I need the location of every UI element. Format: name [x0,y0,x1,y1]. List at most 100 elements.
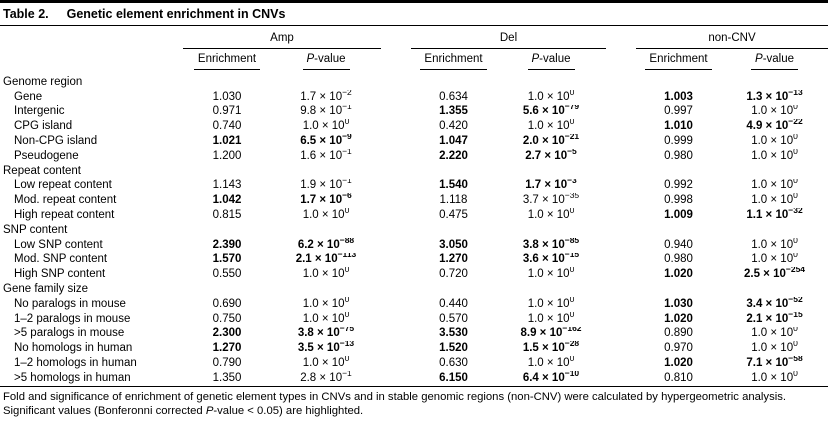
column-spacer [606,134,636,149]
enrichment-value: 0.980 [664,149,693,162]
column-group-amp: Amp [183,26,381,49]
section-header-row: Repeat content [0,164,828,179]
column-spacer [381,26,411,49]
p-value: 3.6 × 10−15 [522,252,580,266]
enrichment-value: 1.030 [212,90,242,103]
p-value: 1.3 × 10−13 [746,89,803,103]
row-label: Non-CPG island [14,135,98,148]
subheader-del-pvalue: P-value [496,49,606,70]
table-row: No paralogs in mouse 0.690 1.0 × 100 0.440 1… [0,297,828,312]
table-row: Gene 1.030 1.7 × 10−2 0.634 1.0 × 100 1.003 1.… [0,90,828,105]
row-label: CPG island [14,120,73,133]
enrichment-value: 1.350 [212,371,242,384]
p-value: 1.0 × 100 [527,311,575,325]
enrichment-value: 0.940 [664,238,693,251]
column-spacer [606,208,636,223]
subheader-del-enrichment: Enrichment [411,49,496,70]
enrichment-value: 0.810 [664,371,693,384]
column-spacer [606,105,636,120]
enrichment-value: 1.520 [439,342,468,355]
column-spacer [606,238,636,253]
p-value: 3.8 × 10−85 [522,237,580,251]
p-value: 2.8 × 10−1 [300,370,352,384]
table-caption-title: Genetic element enrichment in CNVs [66,7,286,21]
p-value: 1.0 × 100 [527,296,575,310]
table-row: Mod. SNP content 1.570 2.1 × 10−113 1.270 3.… [0,253,828,268]
table-row: Non-CPG island 1.021 6.5 × 10−9 1.047 2.0 × … [0,134,828,149]
footnote-p-italic: P [205,404,214,417]
row-label: >5 paralogs in mouse [14,327,125,340]
subheader-row: Enrichment P-value Enrichment P-value En… [0,49,828,71]
footnote-text-2: -value < 0.05) are highlighted. [213,404,364,417]
section-header-row: Gene family size [0,282,828,297]
table-row: Low SNP content 2.390 6.2 × 10−88 3.050 3.8 … [0,238,828,253]
enrichment-value: 1.270 [212,342,242,355]
enrichment-value: 0.890 [664,327,693,340]
column-spacer [606,90,636,105]
enrichment-value: 0.570 [439,312,468,325]
p-value: 1.5 × 10−28 [522,341,580,355]
p-value: 1.0 × 100 [527,267,575,281]
row-label: Low SNP content [14,238,103,251]
p-value: 1.0 × 100 [751,148,798,162]
p-value: 1.0 × 100 [527,119,575,133]
column-spacer [606,149,636,164]
footnote-text-1: Fold and significance of enrichment of g… [3,390,787,417]
enrichment-value: 1.143 [212,179,242,192]
column-spacer [606,267,636,282]
enrichment-value: 2.220 [439,149,468,162]
column-spacer [381,149,411,164]
column-spacer [381,312,411,327]
p-value: 4.9 × 10−22 [746,119,803,133]
p-value: 9.8 × 10−1 [300,104,352,118]
section-label: SNP content [3,223,68,236]
p-value: 3.8 × 10−75 [297,326,355,340]
enrichment-value: 1.570 [212,253,242,266]
table-row: High SNP content 0.550 1.0 × 100 0.720 1.0 ×… [0,267,828,282]
p-value: 1.0 × 100 [302,356,350,370]
column-spacer [606,327,636,342]
p-value: 1.9 × 10−1 [300,178,352,192]
table-caption: Table 2. Genetic element enrichment in CN… [0,0,828,26]
enrichment-value: 0.440 [439,297,468,310]
table-row: CPG island 0.740 1.0 × 100 0.420 1.0 × 100 1.… [0,119,828,134]
p-value: 1.0 × 100 [302,311,350,325]
subheader-amp-pvalue: P-value [271,49,381,70]
row-label: Mod. repeat content [14,194,117,207]
p-value: 1.7 × 10−3 [525,178,577,192]
p-value: 1.0 × 100 [527,89,575,103]
column-spacer [606,193,636,208]
p-value: 1.1 × 10−32 [746,208,803,222]
column-spacer [381,371,411,386]
group-header-row: Amp Del non-CNV [0,26,828,49]
enrichment-value: 0.740 [212,120,242,133]
p-value: 1.0 × 100 [751,237,798,251]
column-spacer [381,49,411,71]
label-column-header [0,26,183,49]
enrichment-value: 1.355 [439,105,468,118]
column-spacer [381,238,411,253]
p-value: 3.5 × 10−13 [297,341,355,355]
section-label: Repeat content [3,164,82,177]
enrichment-value: 0.475 [439,209,468,222]
column-spacer [606,297,636,312]
enrichment-value: 1.020 [664,312,693,325]
column-spacer [381,356,411,371]
enrichment-value: 1.200 [212,149,242,162]
row-label: No homologs in human [14,342,133,355]
column-spacer [381,134,411,149]
table-row: Mod. repeat content 1.042 1.7 × 10−6 1.118 3… [0,193,828,208]
p-value: 1.0 × 100 [527,356,575,370]
p-value: 1.0 × 100 [751,326,798,340]
p-value: 1.7 × 10−2 [300,89,352,103]
column-spacer [381,119,411,134]
column-spacer [381,327,411,342]
row-label: Low repeat content [14,179,112,192]
enrichment-value: 0.550 [212,268,242,281]
row-label: High repeat content [14,209,115,222]
p-value: 1.0 × 100 [751,178,798,192]
p-value: 1.0 × 100 [302,119,350,133]
column-spacer [606,312,636,327]
row-label: 1–2 homologs in human [14,357,137,370]
enrichment-value: 1.047 [439,135,468,148]
